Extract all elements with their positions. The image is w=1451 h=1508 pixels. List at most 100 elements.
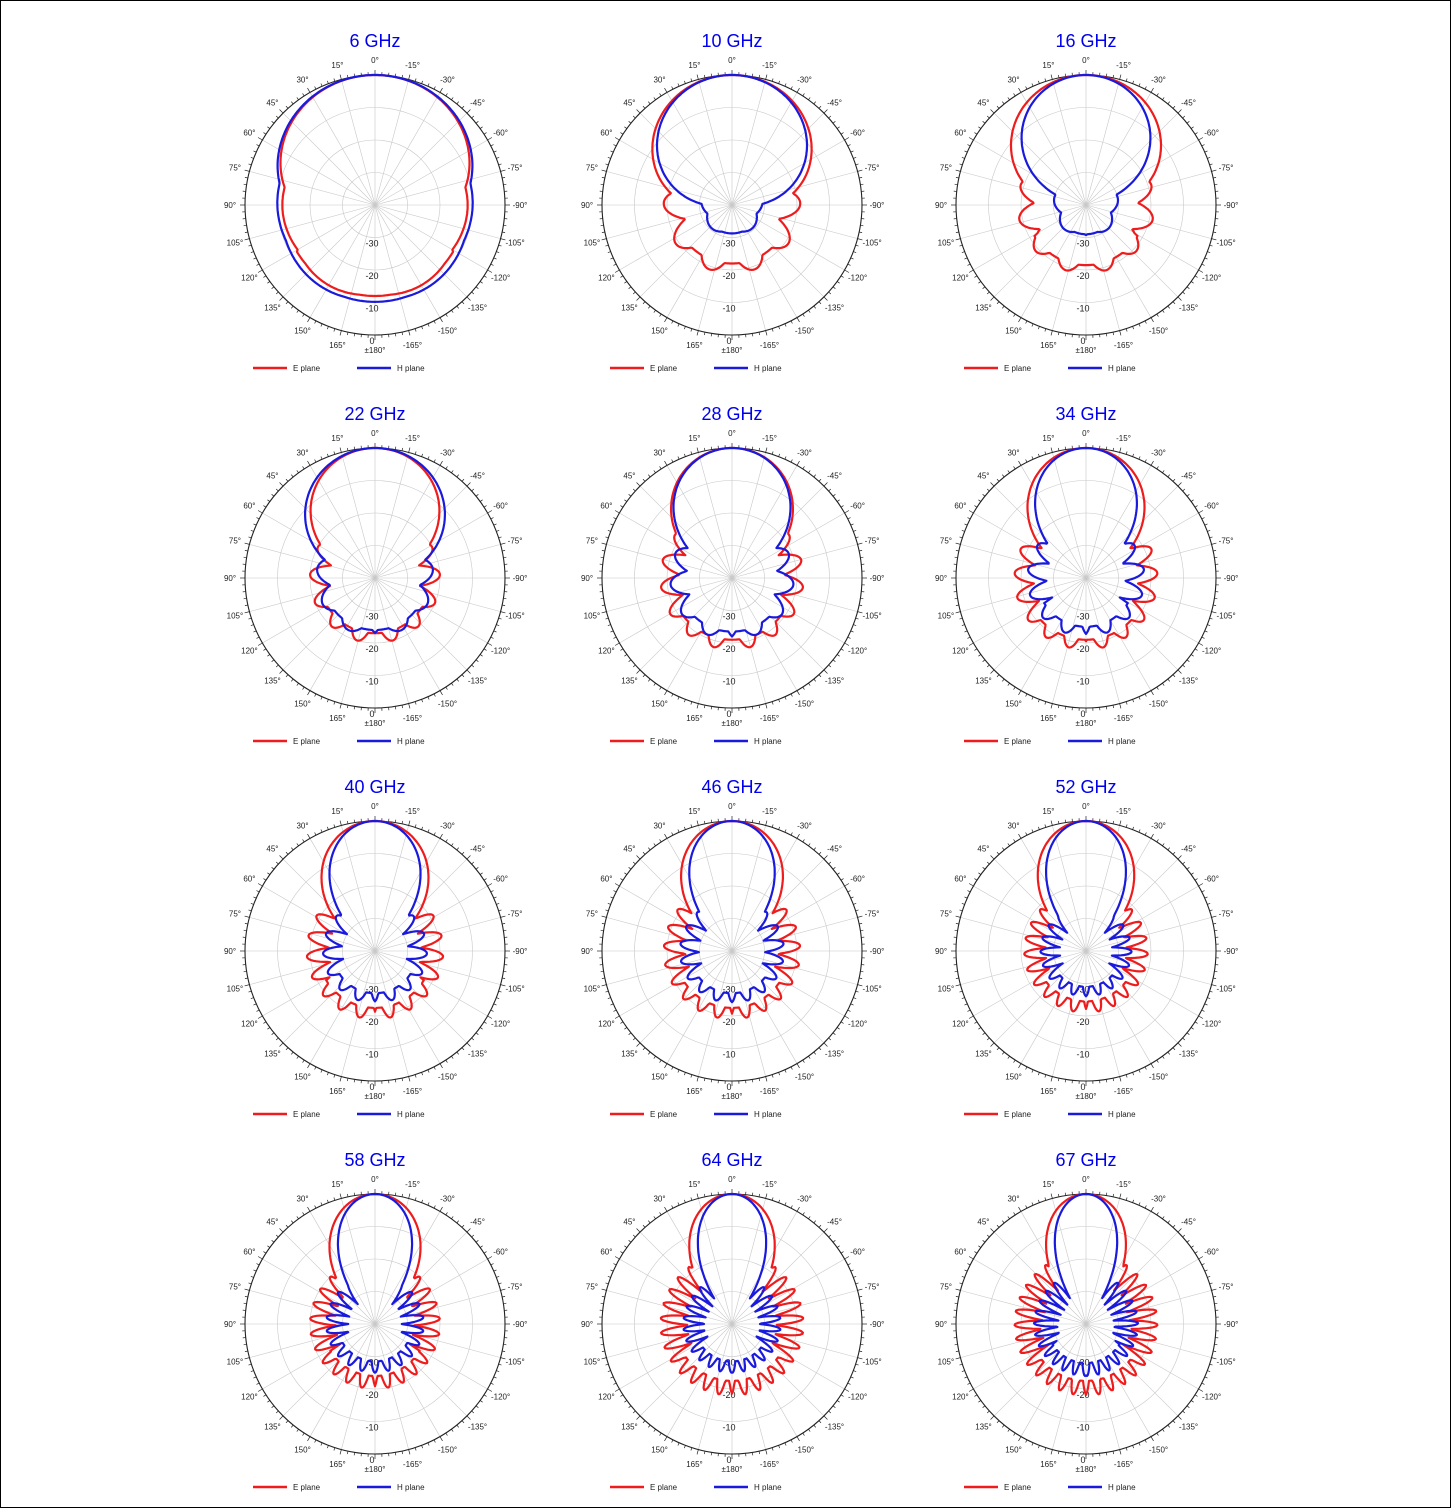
- angle-tick-mark: [439, 690, 443, 696]
- angle-tick-mark: [1044, 1447, 1047, 1451]
- grid-spoke: [973, 950, 1087, 1017]
- angle-tick-mark: [461, 301, 465, 305]
- angle-tick-label: 60°: [243, 875, 255, 884]
- grid-spoke: [973, 139, 1087, 206]
- grid-spoke: [1085, 1323, 1199, 1390]
- angle-tick-mark: [271, 1032, 275, 1035]
- angle-tick-mark: [267, 126, 271, 129]
- angle-tick-mark: [1186, 494, 1190, 497]
- legend-label: H plane: [397, 737, 425, 746]
- angle-tick-label: 150°: [1005, 1073, 1022, 1082]
- angle-tick-mark: [968, 137, 974, 141]
- angle-tick-mark: [836, 499, 840, 502]
- grid-spoke: [1085, 1323, 1120, 1450]
- grid-spoke: [666, 1323, 733, 1437]
- angle-tick-mark: [961, 903, 965, 905]
- angle-tick-mark: [974, 275, 978, 278]
- angle-tick-label: -165°: [1114, 1460, 1133, 1469]
- radial-tick-label: -10: [365, 677, 378, 687]
- angle-tick-mark: [1044, 328, 1047, 332]
- angle-tick-mark: [844, 642, 850, 646]
- angle-tick-mark: [314, 1439, 317, 1443]
- angle-tick-mark: [421, 699, 423, 703]
- angle-tick-label: 90°: [935, 574, 947, 583]
- grid-spoke: [249, 1290, 376, 1325]
- angle-tick-mark: [628, 1240, 632, 1243]
- series-h-plane: [1032, 1192, 1140, 1378]
- angle-tick-label: -120°: [848, 1393, 867, 1402]
- angle-tick-mark: [1182, 1234, 1186, 1238]
- legend-label: H plane: [1108, 1110, 1136, 1119]
- angle-tick-mark: [1201, 1382, 1205, 1385]
- angle-tick-mark: [471, 1234, 475, 1238]
- angle-tick-mark: [704, 1078, 706, 1082]
- angle-tick-mark: [677, 1442, 680, 1446]
- angle-tick-label: -150°: [1149, 327, 1168, 336]
- angle-tick-mark: [427, 1202, 430, 1206]
- radial-tick-label: -20: [722, 1390, 735, 1400]
- angle-tick-mark: [456, 847, 459, 851]
- radial-tick-label: -30: [722, 612, 735, 622]
- angle-tick-mark: [1007, 1055, 1010, 1059]
- angle-tick-label: ±180°: [365, 1465, 386, 1474]
- angle-tick-mark: [813, 847, 816, 851]
- angle-tick-mark: [601, 169, 607, 172]
- angle-tick-mark: [628, 867, 632, 870]
- angle-tick-mark: [802, 839, 805, 843]
- grid-spoke: [249, 917, 376, 952]
- angle-tick-mark: [704, 447, 706, 451]
- angle-tick-mark: [628, 121, 632, 124]
- angle-tick-mark: [1194, 1251, 1198, 1254]
- angle-tick-mark: [601, 177, 605, 179]
- angle-tick-label: -90°: [870, 947, 885, 956]
- angle-tick-mark: [279, 855, 284, 860]
- angle-tick-mark: [847, 517, 851, 520]
- angle-tick-mark: [847, 890, 851, 893]
- angle-tick-label: ±180°: [1076, 346, 1097, 355]
- angle-tick-mark: [1177, 1228, 1182, 1233]
- angle-tick-label: 90°: [581, 574, 593, 583]
- grid-spoke: [731, 577, 766, 704]
- angle-tick-mark: [1125, 1197, 1128, 1201]
- angle-tick-mark: [1002, 847, 1005, 851]
- angle-tick-label: 30°: [653, 75, 665, 84]
- grid-spoke: [249, 544, 376, 579]
- angle-tick-label: -165°: [1114, 341, 1133, 350]
- angle-tick-mark: [248, 909, 252, 912]
- angle-tick-mark: [765, 703, 768, 709]
- angle-tick-mark: [433, 1439, 436, 1443]
- angle-tick-mark: [974, 648, 978, 651]
- angle-tick-mark: [1007, 1216, 1010, 1220]
- angle-tick-mark: [959, 536, 963, 539]
- angle-tick-mark: [275, 664, 279, 668]
- angle-tick-mark: [456, 474, 459, 478]
- angle-tick-label: ±180°: [1076, 1092, 1097, 1101]
- grid-spoke: [374, 885, 488, 952]
- angle-tick-mark: [677, 83, 680, 87]
- grid-spoke: [960, 1290, 1087, 1325]
- angle-tick-label: 45°: [266, 98, 278, 107]
- angle-tick-mark: [978, 1027, 982, 1030]
- series-e-plane: [651, 73, 813, 271]
- angle-tick-label: -45°: [470, 98, 485, 107]
- angle-tick-mark: [257, 137, 263, 141]
- angle-tick-label: -60°: [1204, 502, 1219, 511]
- grid-spoke: [1085, 917, 1212, 952]
- angle-tick-label: 105°: [227, 239, 244, 248]
- angle-tick-label: -60°: [850, 875, 865, 884]
- angle-tick-label: -30°: [440, 821, 455, 830]
- angle-tick-mark: [847, 1263, 851, 1266]
- angle-tick-mark: [982, 494, 986, 497]
- angle-tick-label: 135°: [975, 304, 992, 313]
- angle-tick-mark: [291, 474, 294, 478]
- angle-tick-mark: [257, 1388, 263, 1392]
- angle-tick-mark: [847, 1382, 851, 1385]
- grid-spoke: [639, 950, 733, 1044]
- grid-spoke: [993, 485, 1087, 579]
- angle-tick-label: 15°: [688, 1180, 700, 1189]
- angle-tick-mark: [986, 291, 990, 295]
- angle-tick-mark: [500, 169, 506, 172]
